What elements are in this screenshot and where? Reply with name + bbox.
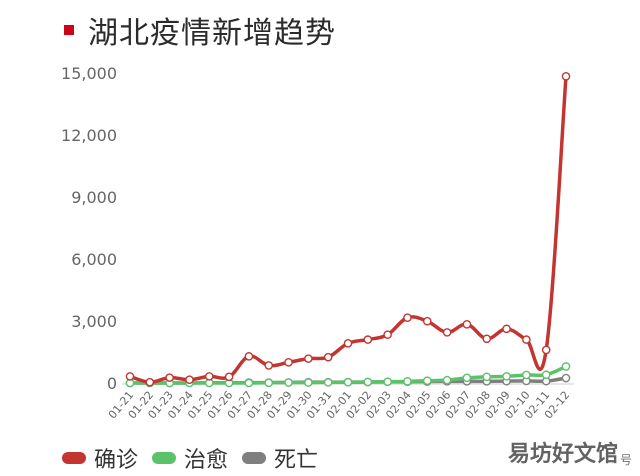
- data-point-confirmed[interactable]: [383, 330, 392, 339]
- legend-swatch-recovered: [152, 452, 177, 464]
- y-tick-label: 15,000: [61, 64, 117, 83]
- watermark: 易坊好文馆 号: [508, 436, 632, 468]
- data-point-confirmed[interactable]: [541, 345, 551, 355]
- data-point-recovered[interactable]: [323, 378, 333, 387]
- data-point-recovered[interactable]: [383, 377, 392, 387]
- data-point-confirmed[interactable]: [442, 328, 452, 337]
- y-tick-label: 0: [107, 374, 117, 393]
- data-point-recovered[interactable]: [343, 377, 353, 387]
- data-point-recovered[interactable]: [541, 370, 551, 380]
- data-point-recovered[interactable]: [244, 378, 254, 388]
- chart-title-row: 湖北疫情新增趋势: [64, 8, 336, 52]
- data-point-confirmed[interactable]: [165, 373, 174, 382]
- data-point-recovered[interactable]: [462, 373, 472, 383]
- data-point-confirmed[interactable]: [522, 335, 531, 344]
- data-point-confirmed[interactable]: [264, 361, 274, 370]
- series-line-confirmed: [128, 74, 568, 384]
- x-axis: 01-2101-2201-2301-2401-2501-2601-2701-28…: [106, 383, 574, 421]
- legend-item-deaths[interactable]: 死亡: [242, 442, 318, 474]
- data-point-confirmed[interactable]: [204, 372, 214, 381]
- watermark-main: 易坊好文馆: [507, 442, 618, 467]
- data-point-deaths[interactable]: [561, 373, 571, 383]
- data-point-recovered[interactable]: [363, 377, 373, 387]
- data-point-confirmed[interactable]: [323, 352, 333, 362]
- chart-title: 湖北疫情新增趋势: [88, 16, 336, 51]
- data-point-confirmed[interactable]: [363, 335, 373, 344]
- legend: 确诊 治愈 死亡: [62, 442, 332, 474]
- legend-swatch-confirmed: [62, 452, 86, 464]
- data-point-confirmed[interactable]: [403, 313, 412, 322]
- data-point-recovered[interactable]: [442, 375, 452, 385]
- data-point-recovered[interactable]: [284, 378, 293, 387]
- legend-swatch-deaths: [242, 452, 267, 464]
- data-point-recovered[interactable]: [264, 378, 274, 388]
- data-point-recovered[interactable]: [304, 378, 313, 387]
- legend-label-deaths: 死亡: [274, 448, 319, 473]
- data-point-recovered[interactable]: [403, 377, 412, 386]
- y-tick-label: 12,000: [61, 126, 117, 145]
- data-point-confirmed[interactable]: [145, 377, 155, 387]
- data-point-confirmed[interactable]: [462, 320, 472, 329]
- data-point-confirmed[interactable]: [502, 324, 511, 334]
- data-point-confirmed[interactable]: [482, 334, 492, 344]
- series-layer: [125, 72, 571, 388]
- data-point-confirmed[interactable]: [185, 375, 194, 384]
- legend-label-recovered: 治愈: [184, 448, 229, 473]
- data-point-confirmed[interactable]: [125, 372, 135, 381]
- data-point-confirmed[interactable]: [422, 316, 432, 326]
- y-tick-label: 9,000: [71, 188, 117, 207]
- y-tick-label: 6,000: [71, 250, 117, 269]
- y-axis: 0 3,000 6,000 9,000 12,000 15,000: [61, 64, 117, 393]
- data-point-recovered[interactable]: [502, 372, 511, 381]
- data-point-recovered[interactable]: [561, 362, 571, 371]
- legend-item-recovered[interactable]: 治愈: [152, 442, 228, 474]
- legend-label-confirmed: 确诊: [94, 448, 139, 473]
- data-point-confirmed[interactable]: [343, 339, 353, 348]
- data-point-confirmed[interactable]: [561, 72, 571, 81]
- data-point-confirmed[interactable]: [304, 354, 313, 363]
- data-point-confirmed[interactable]: [284, 358, 293, 367]
- legend-item-confirmed[interactable]: 确诊: [62, 442, 138, 474]
- data-point-confirmed[interactable]: [244, 352, 254, 361]
- data-point-recovered[interactable]: [422, 376, 432, 386]
- title-marker: [64, 25, 74, 35]
- data-point-recovered[interactable]: [522, 370, 531, 380]
- data-point-recovered[interactable]: [482, 372, 492, 382]
- watermark-sub: 号: [619, 453, 632, 467]
- y-tick-label: 3,000: [71, 312, 117, 331]
- series-confirmed: [125, 72, 571, 387]
- data-point-confirmed[interactable]: [224, 372, 234, 382]
